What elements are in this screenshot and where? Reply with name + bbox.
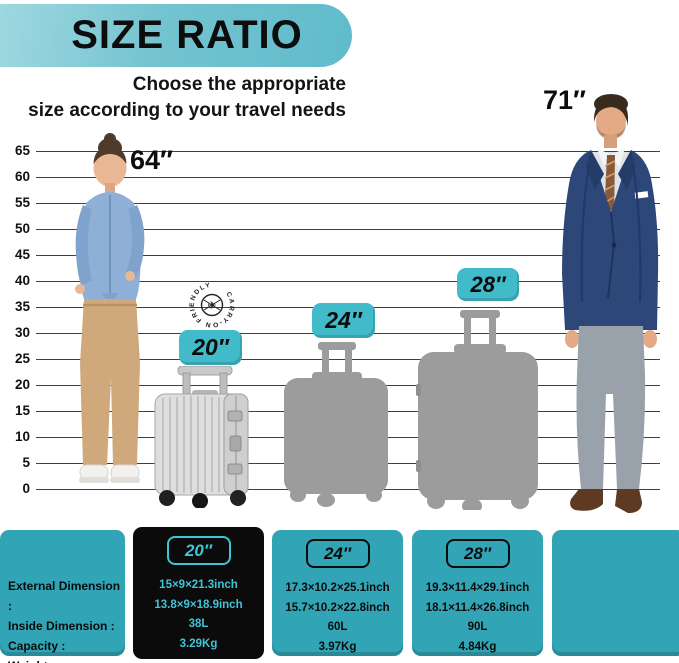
- airplane-icon: ✈: [207, 300, 216, 312]
- spec-card-24: 24″ 17.3×10.2×25.1inch 15.7×10.2×22.8inc…: [272, 530, 403, 656]
- axis-tick-label: 60: [14, 168, 30, 184]
- suitcase-20-size-badge: 20″: [179, 330, 242, 365]
- spec-card-20-size-badge: 20″: [166, 536, 231, 565]
- title-banner: SIZE RATIO: [0, 4, 352, 67]
- subtitle: Choose the appropriate size according to…: [4, 72, 346, 124]
- spec-24-inside-dimension: 15.7×10.2×22.8inch: [285, 601, 390, 614]
- man-photo: [545, 92, 675, 520]
- spec-card-24-size-badge: 24″: [305, 539, 370, 568]
- row-label-external-dimension: External Dimension :: [8, 579, 121, 613]
- axis-tick-label: 45: [14, 246, 30, 262]
- row-label-weight: Weight :: [8, 656, 125, 663]
- spec-28-inside-dimension: 18.1×11.4×26.8inch: [425, 601, 530, 614]
- woman-photo: [50, 133, 170, 490]
- row-label-inside-dimension: Inside Dimension :: [8, 619, 115, 633]
- spec-24-weight: 3.97Kg: [318, 640, 357, 653]
- axis-tick-label: 20: [14, 376, 30, 392]
- spec-card-empty: [552, 530, 679, 656]
- axis-tick-label: 35: [14, 298, 30, 314]
- spec-card-28: 28″ 19.3×11.4×29.1inch 18.1×11.4×26.8inc…: [412, 530, 543, 656]
- woman-height-label: 64″: [130, 145, 173, 175]
- subtitle-line-1: Choose the appropriate: [132, 74, 346, 95]
- spec-20-capacity: 38L: [188, 618, 209, 630]
- spec-20-inside-dimension: 13.8×9×18.9inch: [154, 598, 243, 611]
- carry-on-stamp-icon: ✈ CARRY-ON FRIENDLY: [187, 280, 237, 330]
- axis-tick-label: 65: [14, 142, 30, 158]
- suitcase-24-size-badge: 24″: [312, 303, 375, 338]
- spec-28-external-dimension: 19.3×11.4×29.1inch: [425, 582, 530, 594]
- spec-20-external-dimension: 15×9×21.3inch: [159, 579, 238, 591]
- spec-row-labels-card: External Dimension : Inside Dimension : …: [0, 530, 125, 663]
- suitcase-28-silhouette: [416, 310, 541, 510]
- axis-tick-label: 25: [14, 350, 30, 366]
- axis-tick-label: 50: [14, 220, 30, 236]
- spec-28-capacity: 90L: [467, 621, 488, 633]
- suitcase-28-size-badge: 28″: [457, 268, 519, 301]
- suitcase-20-photo: [150, 366, 260, 508]
- axis-tick-label: 5: [22, 454, 30, 470]
- axis-tick-label: 0: [22, 480, 30, 496]
- spec-card-20: 20″ 15×9×21.3inch 13.8×9×18.9inch 38L 3.…: [133, 527, 264, 659]
- suitcase-24-silhouette: [282, 342, 390, 507]
- axis-tick-label: 30: [14, 324, 30, 340]
- axis-tick-label: 15: [14, 402, 30, 418]
- axis-tick-label: 55: [14, 194, 30, 210]
- subtitle-line-2: size according to your travel needs: [28, 100, 346, 121]
- page-title: SIZE RATIO: [71, 13, 303, 57]
- axis-tick-label: 10: [14, 428, 30, 444]
- row-label-capacity: Capacity :: [8, 639, 66, 653]
- spec-24-external-dimension: 17.3×10.2×25.1inch: [285, 582, 390, 594]
- axis-tick-label: 40: [14, 272, 30, 288]
- spec-24-capacity: 60L: [327, 621, 348, 633]
- spec-28-weight: 4.84Kg: [458, 640, 497, 653]
- spec-card-28-size-badge: 28″: [445, 539, 510, 568]
- man-height-label: 71″: [543, 85, 586, 115]
- spec-20-weight: 3.29Kg: [179, 637, 218, 650]
